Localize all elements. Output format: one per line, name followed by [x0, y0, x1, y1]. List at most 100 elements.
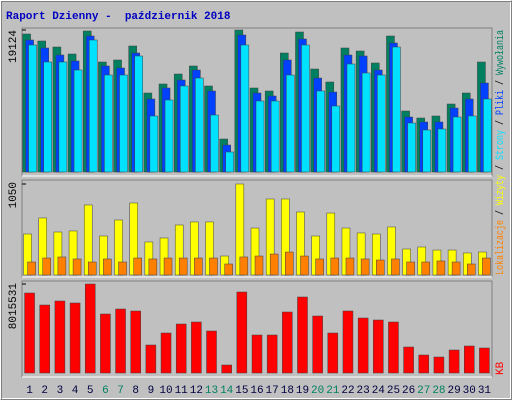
x-tick-label: 12	[190, 385, 203, 397]
chart-title: Raport Dzienny - październik 2018	[6, 11, 231, 23]
bar	[87, 261, 97, 276]
x-tick-label: 19	[296, 385, 309, 397]
y-tick-label: 19124	[8, 30, 20, 63]
bar	[331, 105, 341, 173]
x-tick-label: 11	[175, 385, 189, 397]
bar	[406, 261, 415, 276]
bar	[373, 319, 384, 374]
bar	[451, 261, 461, 276]
bar	[266, 334, 278, 374]
x-tick-label: 9	[148, 385, 155, 397]
bar	[28, 44, 37, 173]
x-tick-label: 28	[432, 385, 445, 397]
bar	[482, 257, 491, 276]
bar	[39, 304, 50, 374]
bar	[360, 258, 370, 276]
x-tick-label: 20	[311, 385, 324, 397]
bar	[58, 61, 68, 173]
x-tick-label: 16	[250, 385, 263, 397]
x-tick-label: 10	[159, 385, 172, 397]
bar	[391, 258, 400, 276]
bar	[209, 257, 218, 276]
bar	[269, 253, 279, 276]
x-tick-label: 1	[26, 385, 33, 397]
bar	[421, 261, 431, 276]
bar	[418, 354, 430, 374]
bar	[300, 255, 309, 276]
x-tick-label: 21	[326, 385, 340, 397]
bar	[72, 258, 82, 276]
bar	[225, 151, 234, 173]
x-tick-label: 14	[220, 385, 234, 397]
x-tick-label: 15	[235, 385, 248, 397]
y-tick-label: 1050	[8, 182, 20, 208]
bar	[103, 258, 112, 276]
bar	[464, 345, 475, 374]
bar	[315, 258, 324, 276]
legend-separator: /	[495, 160, 507, 175]
x-tick-label: 25	[387, 385, 400, 397]
x-tick-label: 6	[102, 385, 109, 397]
x-tick-label: 24	[372, 385, 386, 397]
bar	[377, 74, 386, 173]
bar	[448, 349, 460, 374]
bar	[24, 292, 35, 374]
bar	[73, 69, 83, 173]
bar	[221, 364, 232, 374]
bar	[330, 257, 340, 276]
bar	[483, 98, 492, 173]
x-tick-label: 2	[41, 385, 48, 397]
x-tick-label: 26	[402, 385, 415, 397]
legend-separator: /	[495, 205, 507, 220]
bar	[240, 44, 250, 173]
legend-entry: Pliki	[495, 90, 507, 115]
x-tick-label: 23	[357, 385, 370, 397]
bar	[179, 85, 189, 173]
bar	[84, 283, 96, 374]
bar	[388, 321, 399, 374]
x-tick-label: 4	[72, 385, 79, 397]
bar	[27, 261, 36, 276]
bar	[100, 313, 111, 374]
legend-entry: Lokalizacje	[495, 220, 507, 275]
bar	[345, 257, 355, 276]
x-tick-label: 17	[266, 385, 279, 397]
bar	[436, 260, 446, 276]
bar	[88, 39, 98, 173]
legend-entry: Wizyty	[495, 175, 507, 205]
bar	[361, 72, 371, 173]
bar	[43, 61, 52, 173]
bar	[130, 310, 141, 374]
x-tick-label: 27	[417, 385, 430, 397]
x-tick-label: 31	[478, 385, 492, 397]
bar	[42, 257, 51, 276]
bar	[316, 90, 325, 173]
x-tick-label: 22	[341, 385, 354, 397]
bar	[148, 258, 158, 276]
bar	[118, 261, 127, 276]
bar	[285, 251, 294, 276]
bar	[149, 115, 159, 173]
bar	[195, 77, 204, 173]
bar	[403, 346, 414, 374]
bar	[191, 321, 202, 374]
bar	[297, 296, 308, 374]
bar	[119, 74, 128, 173]
bar	[327, 332, 339, 374]
bar	[164, 99, 174, 173]
bar	[115, 308, 126, 374]
bar	[312, 315, 323, 374]
bar	[376, 259, 385, 276]
bar	[69, 302, 81, 374]
x-tick-label: 29	[447, 385, 460, 397]
legend-separator: /	[495, 75, 507, 90]
bar	[437, 128, 447, 173]
bar	[254, 255, 264, 276]
bar	[346, 63, 356, 173]
bar	[160, 332, 172, 374]
bar	[452, 116, 462, 173]
bar	[210, 114, 219, 173]
bar	[178, 257, 188, 276]
